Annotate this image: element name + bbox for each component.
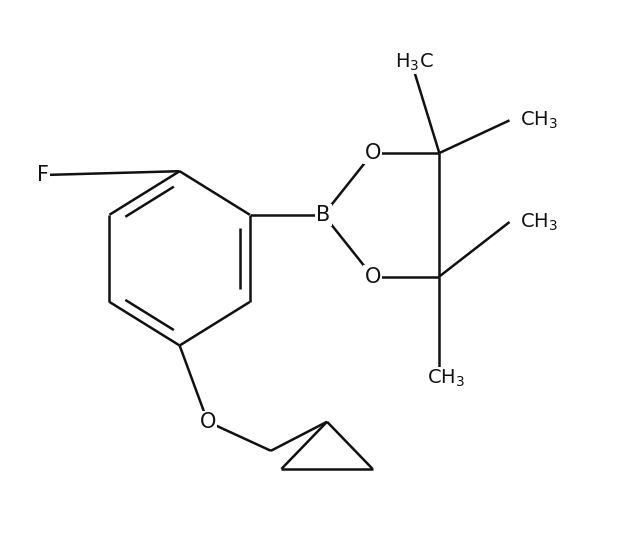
Text: CH$_3$: CH$_3$ (520, 211, 558, 233)
Text: CH$_3$: CH$_3$ (428, 368, 465, 389)
Text: O: O (200, 412, 216, 432)
Text: CH$_3$: CH$_3$ (520, 109, 558, 131)
Text: B: B (316, 205, 331, 225)
Text: O: O (364, 143, 381, 163)
Text: H$_3$C: H$_3$C (396, 51, 434, 73)
Text: O: O (364, 267, 381, 286)
Text: F: F (36, 165, 49, 185)
